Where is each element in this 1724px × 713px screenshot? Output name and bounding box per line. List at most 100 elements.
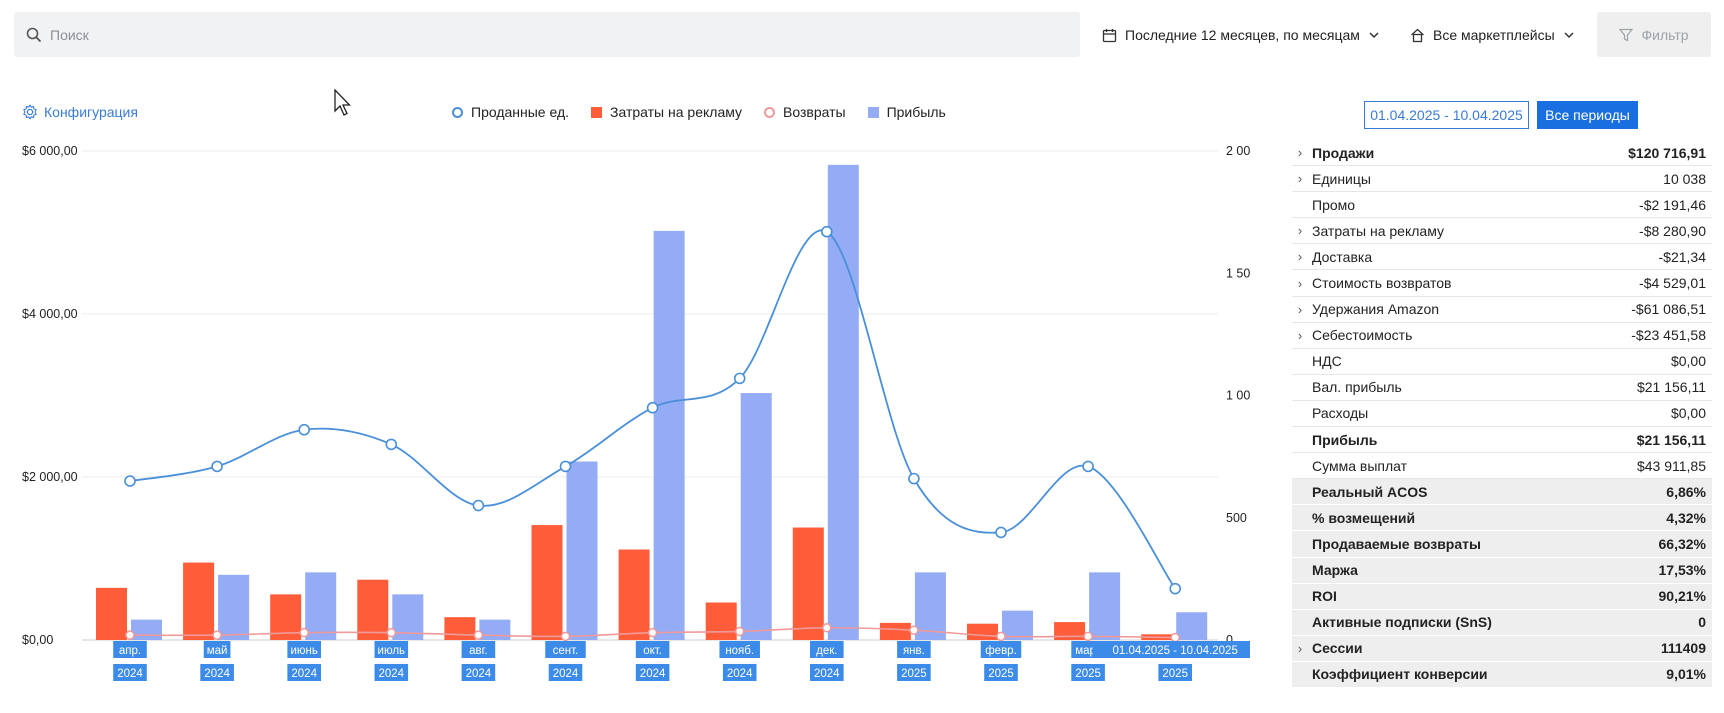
point-sold[interactable] (298, 423, 311, 436)
point-sold[interactable] (908, 472, 920, 485)
metric-row[interactable]: › Стоимость возвратов -$4 529,01 (1292, 270, 1712, 297)
configuration-link[interactable]: Конфигурация (22, 104, 138, 120)
bar-ads[interactable] (967, 623, 998, 640)
chevron-right-icon[interactable]: › (1297, 640, 1303, 656)
x-tick-bg (287, 664, 321, 681)
bar-ads[interactable] (879, 622, 911, 640)
right-axis-tick: 1 500 (1226, 266, 1250, 280)
point-returns[interactable] (647, 627, 658, 638)
x-tick-bg (113, 641, 147, 658)
metric-value: -$21,34 (1658, 248, 1706, 265)
bar-profit[interactable] (479, 619, 511, 640)
search-bar[interactable] (14, 12, 1080, 57)
legend-item-ads[interactable]: Затраты на рекламу (591, 104, 742, 120)
bar-ads[interactable] (618, 549, 650, 640)
x-tick-bg (545, 641, 586, 658)
metric-value: 111409 (1660, 640, 1706, 657)
point-sold[interactable] (385, 438, 398, 451)
metric-label: Затраты на рекламу (1312, 222, 1444, 239)
bar-ads[interactable] (96, 587, 127, 640)
point-sold[interactable] (646, 401, 659, 414)
metric-label: Сумма выплат (1312, 457, 1408, 474)
x-tick-label: апр. (119, 645, 141, 657)
legend-item-profit[interactable]: Прибыль (867, 104, 946, 120)
bar-ads[interactable] (357, 579, 389, 640)
legend-item-sold[interactable]: Проданные ед. (452, 104, 569, 120)
marketplace-dropdown[interactable]: Все маркетплейсы (1410, 22, 1575, 48)
metric-row[interactable]: › Удержания Amazon -$61 086,51 (1292, 297, 1712, 323)
point-sold[interactable] (559, 460, 572, 473)
point-returns[interactable] (734, 626, 745, 637)
bar-profit[interactable] (1089, 572, 1121, 640)
gear-icon (23, 104, 37, 120)
chevron-right-icon[interactable]: › (1297, 145, 1303, 161)
bar-ads[interactable] (705, 602, 737, 640)
bar-profit[interactable] (740, 393, 772, 640)
point-sold[interactable] (995, 526, 1007, 539)
point-returns[interactable] (125, 630, 135, 640)
point-returns[interactable] (386, 627, 397, 638)
point-returns[interactable] (212, 630, 222, 640)
point-returns[interactable] (909, 625, 919, 635)
period-dropdown[interactable]: Последние 12 месяцев, по месяцам (1102, 22, 1380, 48)
filter-label: Фильтр (1641, 26, 1689, 43)
point-returns[interactable] (299, 627, 309, 638)
bar-profit[interactable] (131, 619, 162, 640)
legend-marker-profit (867, 106, 879, 118)
point-returns[interactable] (1083, 631, 1093, 642)
point-sold[interactable] (820, 225, 833, 238)
x-tick-bg (635, 664, 670, 681)
metric-row: Сумма выплат $43 911,85 (1292, 453, 1712, 480)
bar-ads[interactable] (444, 617, 476, 640)
point-sold[interactable] (124, 475, 136, 487)
metric-row[interactable]: › Себестоимость -$23 451,58 (1292, 323, 1712, 349)
legend-marker-sold (452, 106, 463, 118)
point-sold[interactable] (472, 499, 485, 512)
point-sold[interactable] (733, 372, 746, 385)
chevron-right-icon[interactable]: › (1297, 275, 1303, 291)
point-returns[interactable] (1170, 632, 1180, 643)
metric-row: Промо -$2 191,46 (1292, 192, 1712, 219)
point-returns[interactable] (822, 623, 832, 633)
metric-row[interactable]: › Доставка -$21,34 (1292, 244, 1712, 271)
x-tick-label: авг. (469, 645, 488, 657)
bar-ads[interactable] (1054, 622, 1086, 640)
metric-row[interactable]: › Сессии 111409 (1292, 635, 1712, 662)
point-returns[interactable] (560, 631, 571, 642)
bar-profit[interactable] (827, 164, 859, 641)
legend-item-returns[interactable]: Возвраты (764, 104, 846, 120)
bar-profit[interactable] (1176, 612, 1208, 640)
bar-profit[interactable] (566, 461, 598, 640)
metric-row: Реальный ACOS 6,86% (1292, 479, 1712, 506)
bar-profit[interactable] (1002, 610, 1033, 640)
filter-button[interactable]: Фильтр (1597, 12, 1711, 57)
x-tick-bg (810, 664, 844, 681)
metric-row[interactable]: › Затраты на рекламу -$8 280,90 (1292, 218, 1712, 245)
all-periods-button[interactable]: Все периоды (1537, 101, 1638, 129)
bar-profit[interactable] (914, 572, 946, 640)
chevron-right-icon[interactable]: › (1297, 223, 1303, 239)
chevron-right-icon[interactable]: › (1297, 171, 1303, 187)
date-range-button[interactable]: 01.04.2025 - 10.04.2025 (1364, 101, 1529, 129)
chevron-right-icon[interactable]: › (1297, 301, 1303, 317)
search-input[interactable] (50, 26, 1052, 43)
chevron-right-icon[interactable]: › (1297, 327, 1303, 343)
metric-value: $0,00 (1670, 353, 1706, 370)
point-returns[interactable] (473, 630, 484, 640)
point-sold[interactable] (211, 460, 223, 473)
point-sold[interactable] (1082, 460, 1094, 473)
metric-row[interactable]: › Единицы 10 038 (1292, 166, 1712, 193)
bar-profit[interactable] (305, 572, 337, 640)
legend-marker-ads (591, 106, 603, 118)
point-sold[interactable] (1169, 582, 1181, 595)
metric-row[interactable]: › Продажи $120 716,91 (1292, 140, 1712, 167)
metric-label: Удержания Amazon (1312, 301, 1440, 318)
point-returns[interactable] (996, 631, 1006, 642)
bar-ads[interactable] (531, 525, 563, 640)
period-label: Последние 12 месяцев, по месяцам (1125, 27, 1360, 43)
bar-ads[interactable] (792, 527, 824, 640)
bar-profit[interactable] (218, 574, 250, 640)
bar-ads[interactable] (183, 562, 215, 640)
chevron-right-icon[interactable]: › (1297, 249, 1303, 265)
bar-profit[interactable] (653, 230, 685, 640)
